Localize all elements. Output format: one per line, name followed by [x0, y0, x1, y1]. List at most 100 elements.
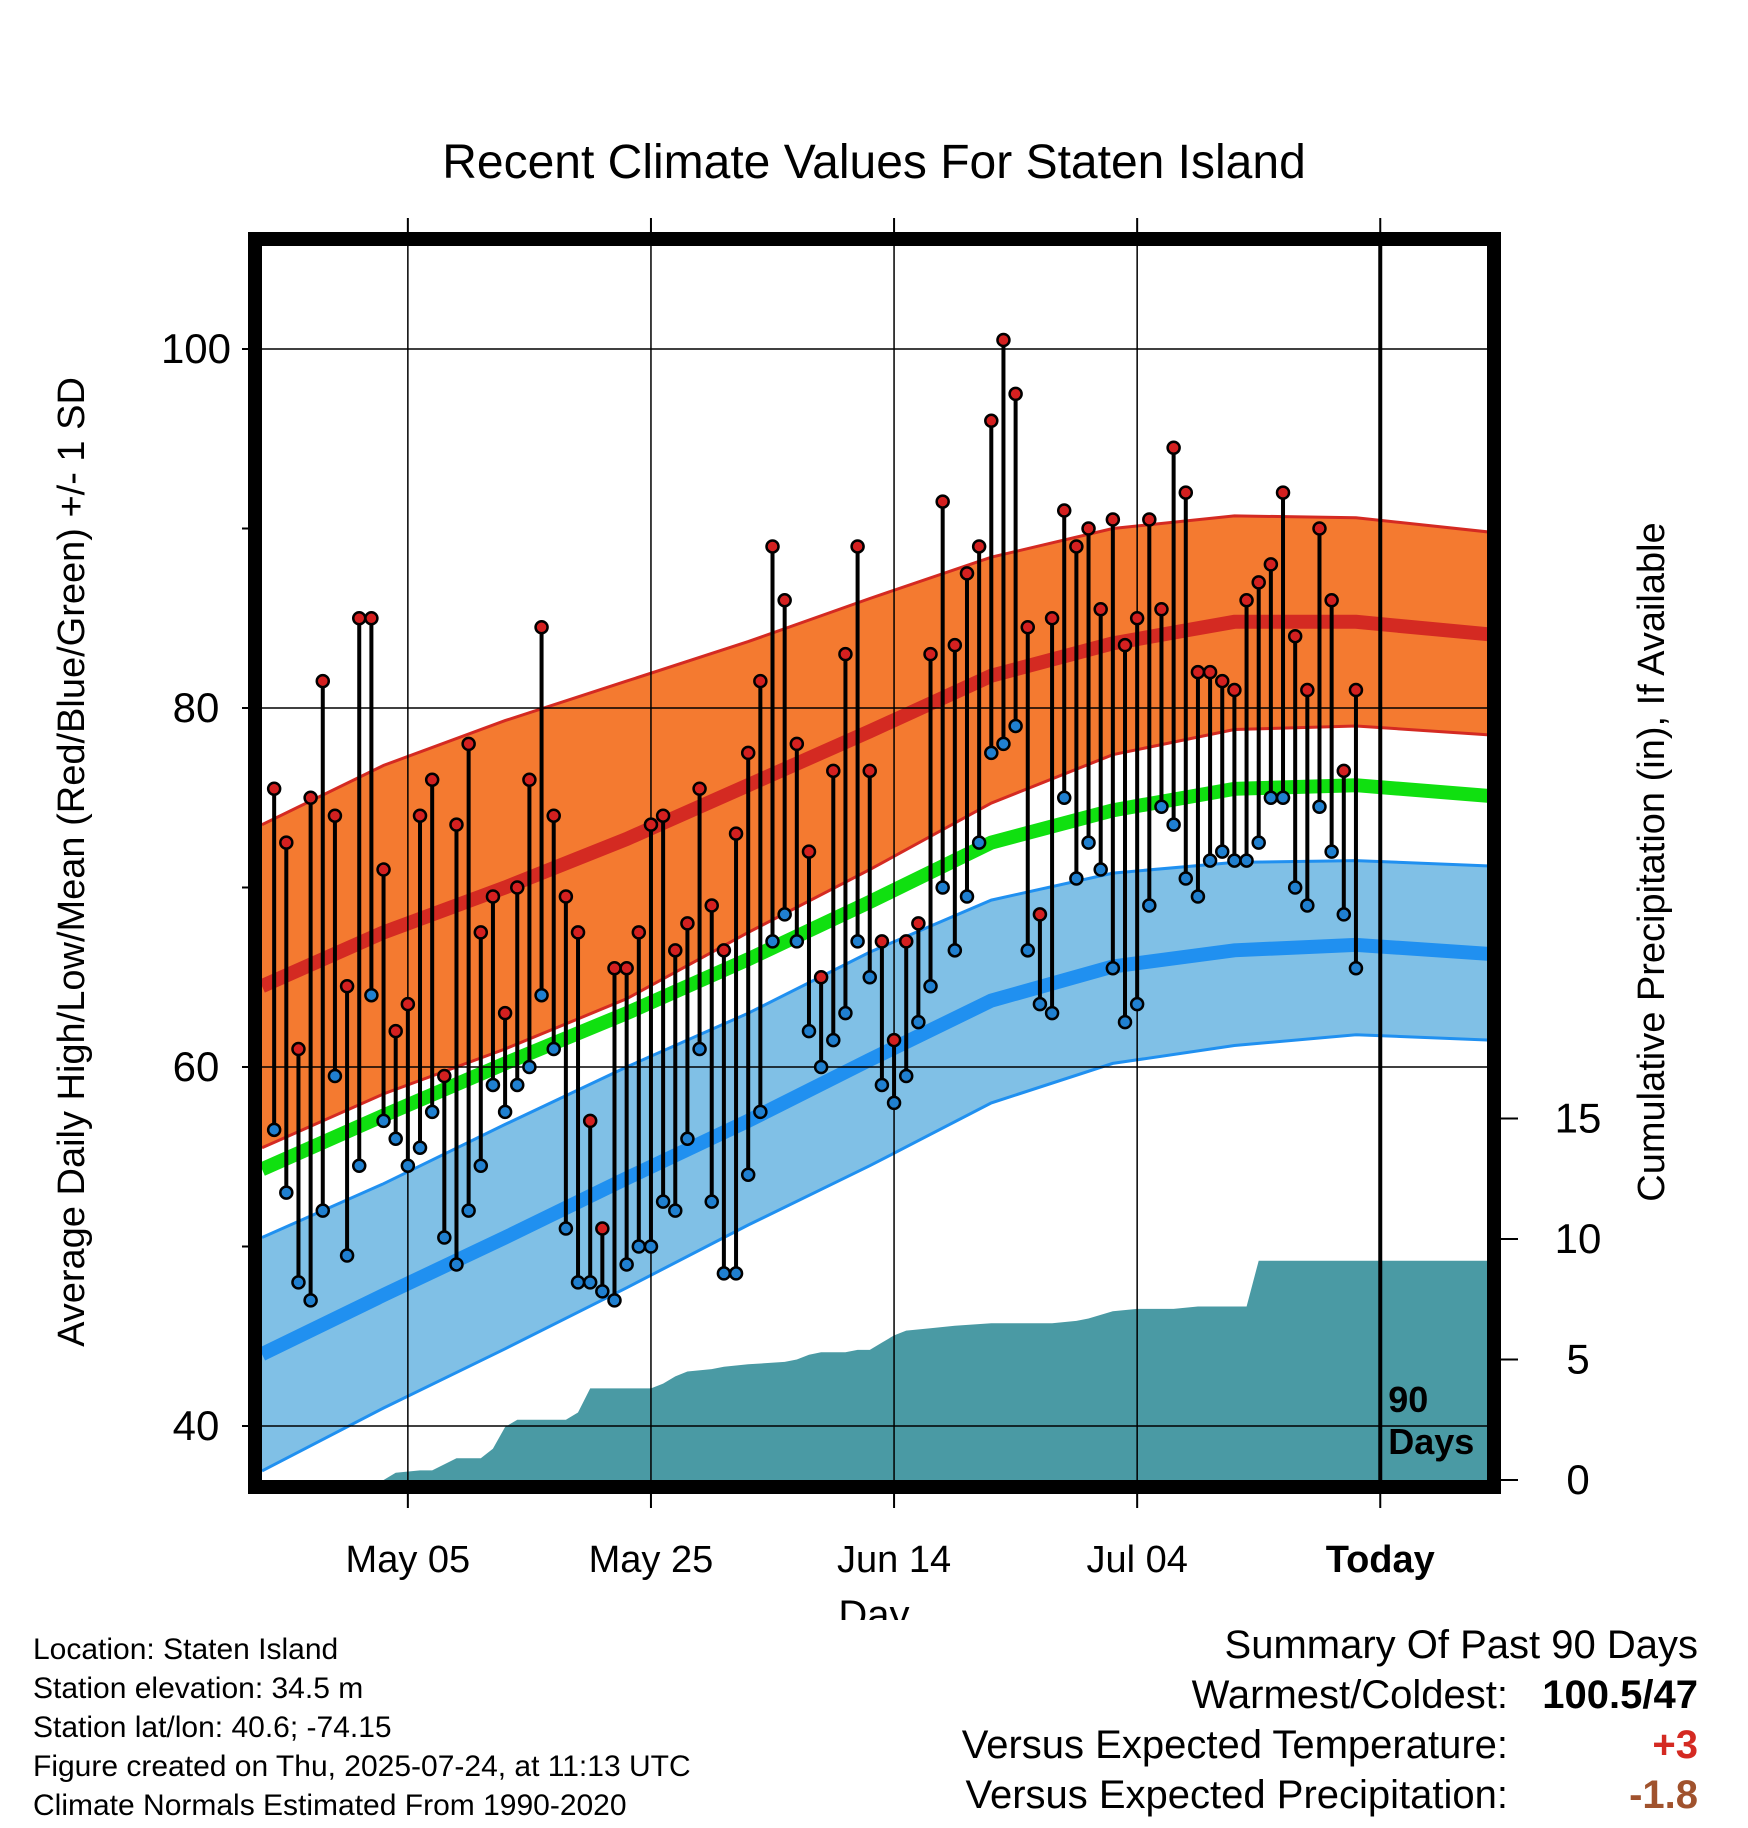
y2-tick-label: 5 — [1566, 1336, 1589, 1383]
high-point — [655, 808, 671, 823]
high-point — [497, 1005, 513, 1021]
high-point — [935, 494, 950, 509]
high-point — [400, 996, 416, 1012]
high-point — [1202, 664, 1218, 680]
low-normal-band-lower-edge — [262, 1033, 1487, 1473]
high-point — [789, 736, 805, 752]
low-point — [1056, 790, 1072, 805]
summary-temp-row: Versus Expected Temperature: +3 — [962, 1720, 1698, 1770]
temp-value: +3 — [1652, 1723, 1698, 1767]
low-point — [996, 736, 1011, 752]
high-point — [1214, 673, 1230, 689]
y2-tick-label: 10 — [1555, 1215, 1602, 1262]
high-point — [862, 763, 877, 779]
low-point — [376, 1113, 391, 1129]
low-point — [668, 1203, 683, 1218]
low-point — [327, 1068, 343, 1084]
low-point — [351, 1158, 367, 1173]
y2-axis-label: Cumulative Precipitation (in), If Availa… — [1631, 522, 1673, 1201]
high-point — [1081, 521, 1096, 536]
temp-label: Versus Expected Temperature: — [961, 1723, 1508, 1767]
precip-label: Versus Expected Precipitation: — [965, 1773, 1508, 1817]
high-point — [279, 835, 294, 850]
high-point — [1093, 602, 1108, 617]
low-point — [522, 1059, 537, 1075]
low-point — [1336, 907, 1352, 922]
low-point — [303, 1293, 318, 1308]
low-point — [1081, 835, 1096, 850]
high-point — [607, 961, 622, 976]
x-axis-label: Day — [838, 1593, 909, 1620]
high-point — [522, 772, 537, 788]
low-point — [1312, 799, 1327, 814]
low-point — [607, 1293, 622, 1308]
high-point — [1105, 512, 1121, 527]
high-point — [704, 898, 719, 913]
low-point — [801, 1023, 817, 1039]
high-normal-line — [262, 614, 1487, 993]
plot-clip-group — [262, 246, 1487, 1480]
low-point — [911, 1014, 926, 1030]
high-point — [668, 943, 683, 958]
low-point — [692, 1041, 707, 1057]
low-point — [1190, 889, 1206, 904]
low-point — [424, 1104, 440, 1120]
high-point — [1263, 557, 1279, 572]
high-point — [1190, 664, 1206, 680]
station-latlon: Station lat/lon: 40.6; -74.15 — [33, 1711, 392, 1744]
low-point — [266, 1122, 282, 1138]
low-point — [826, 1032, 841, 1048]
low-point — [716, 1266, 732, 1281]
high-point — [1020, 619, 1036, 635]
high-point — [619, 961, 634, 976]
low-point — [959, 889, 975, 904]
low-point — [339, 1248, 355, 1263]
high-point — [546, 808, 561, 823]
high-point — [728, 826, 744, 841]
high-point — [1312, 521, 1327, 536]
high-point — [1287, 628, 1303, 644]
low-point — [935, 880, 950, 895]
high-point — [485, 889, 501, 904]
high-point — [631, 925, 647, 940]
low-point — [510, 1077, 525, 1093]
high-point — [643, 817, 659, 832]
high-point — [1300, 682, 1315, 698]
high-point — [923, 646, 938, 662]
low-point — [546, 1041, 561, 1057]
low-point — [947, 943, 963, 958]
low-point — [643, 1239, 659, 1254]
low-point — [1020, 943, 1036, 958]
plot-frame — [248, 232, 1501, 1494]
high-point — [996, 332, 1011, 348]
y-tick-label: 60 — [173, 1043, 220, 1090]
high-point — [266, 781, 282, 797]
low-point — [1178, 871, 1194, 886]
high-point — [570, 925, 586, 940]
window-label-line2: Days — [1388, 1421, 1474, 1462]
high-point — [1336, 763, 1352, 779]
high-point — [364, 611, 379, 626]
low-point — [740, 1167, 756, 1182]
high-normal-band — [262, 515, 1487, 1148]
high-point — [461, 736, 476, 752]
high-point — [813, 970, 829, 985]
high-point — [449, 817, 464, 832]
low-point — [886, 1095, 902, 1111]
low-point — [1287, 880, 1303, 895]
high-point — [947, 637, 963, 653]
low-point — [388, 1131, 403, 1147]
low-point — [631, 1239, 647, 1254]
high-point — [315, 673, 331, 689]
high-point — [971, 539, 987, 554]
low-point — [655, 1194, 671, 1209]
x-tick-label: May 25 — [589, 1539, 714, 1581]
low-point — [485, 1077, 501, 1093]
low-point — [619, 1257, 634, 1272]
high-normal-band-upper-edge — [262, 514, 1487, 827]
high-point — [595, 1221, 610, 1236]
high-point — [1251, 575, 1266, 590]
high-point — [740, 745, 756, 761]
high-point — [534, 619, 549, 635]
precip-area — [262, 1260, 1487, 1480]
